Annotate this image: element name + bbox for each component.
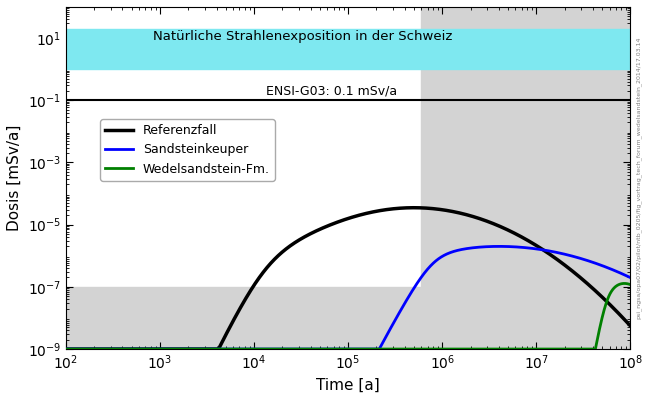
Bar [421,7,650,349]
Text: Natürliche Strahlenexposition in der Schweiz: Natürliche Strahlenexposition in der Sch… [153,30,452,42]
Bar [66,287,630,349]
Bar [66,29,630,69]
X-axis label: Time [a]: Time [a] [317,378,380,393]
Text: psi_ngsa/opa07/02/pilot/ntb_0205/fig_vortrag_tech_forum_wedelsandstein_2014/17.0: psi_ngsa/opa07/02/pilot/ntb_0205/fig_vor… [636,37,642,319]
Legend: Referenzfall, Sandsteinkeuper, Wedelsandstein-Fm.: Referenzfall, Sandsteinkeuper, Wedelsand… [100,119,275,181]
Text: ENSI-G03: 0.1 mSv/a: ENSI-G03: 0.1 mSv/a [266,84,396,98]
Y-axis label: Dosis [mSv/a]: Dosis [mSv/a] [7,125,22,231]
